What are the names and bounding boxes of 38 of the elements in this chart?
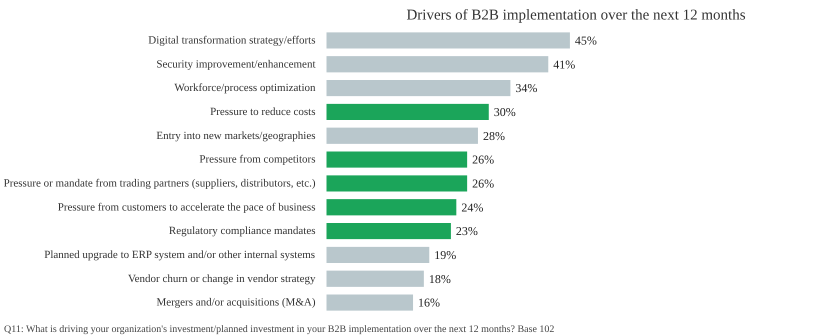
y-tick-label: Vendor churn or change in vendor strategy (128, 272, 316, 285)
bar (326, 246, 430, 264)
y-tick-label: Pressure or mandate from trading partners (suppliers, distributors, etc.) (4, 177, 316, 190)
bar (326, 32, 570, 49)
data-label: 41% (553, 57, 576, 72)
bar (326, 294, 414, 311)
y-tick-label: Regulatory compliance mandates (168, 225, 316, 238)
bar (326, 128, 478, 144)
y-tick-label: Digital transformation strategy/efforts (148, 34, 316, 46)
data-label: 23% (456, 224, 478, 238)
data-label: 16% (418, 296, 440, 310)
y-tick-label: Pressure from customers to accelerate the pace of business (58, 201, 316, 214)
data-label: 26% (472, 176, 494, 190)
data-label: 24% (461, 200, 484, 214)
y-tick-label: Security improvement/enhancement (156, 58, 316, 70)
data-label: 34% (515, 81, 538, 96)
data-label: 45% (574, 33, 597, 48)
chart-title: Drivers of B2B implementation over the next 12 months (406, 8, 746, 24)
y-tick-label: Pressure from competitors (199, 154, 316, 166)
y-tick-label: Workforce/process optimization (174, 82, 316, 94)
bar (326, 151, 468, 168)
bar (326, 104, 489, 120)
data-label: 19% (434, 248, 456, 262)
bar (326, 80, 510, 96)
bar (326, 222, 451, 240)
data-label: 26% (472, 152, 494, 167)
data-label: 18% (428, 272, 451, 286)
y-tick-label: Entry into new markets/geographies (156, 130, 316, 142)
bar (326, 175, 468, 192)
y-tick-label: Pressure to reduce costs (210, 106, 316, 118)
y-tick-label: Planned upgrade to ERP system and/or other internal systems (44, 248, 316, 261)
text: Q11: What is driving your organization's investment/planned investment in your B2B implementation over the next 12 months? Base 102 (4, 323, 554, 336)
bar (326, 270, 424, 287)
bar (326, 199, 456, 216)
y-tick-label: Mergers and/or acquisitions (M&A) (156, 296, 316, 309)
data-label: 28% (482, 128, 505, 143)
bar (326, 56, 548, 72)
data-label: 30% (494, 104, 516, 119)
